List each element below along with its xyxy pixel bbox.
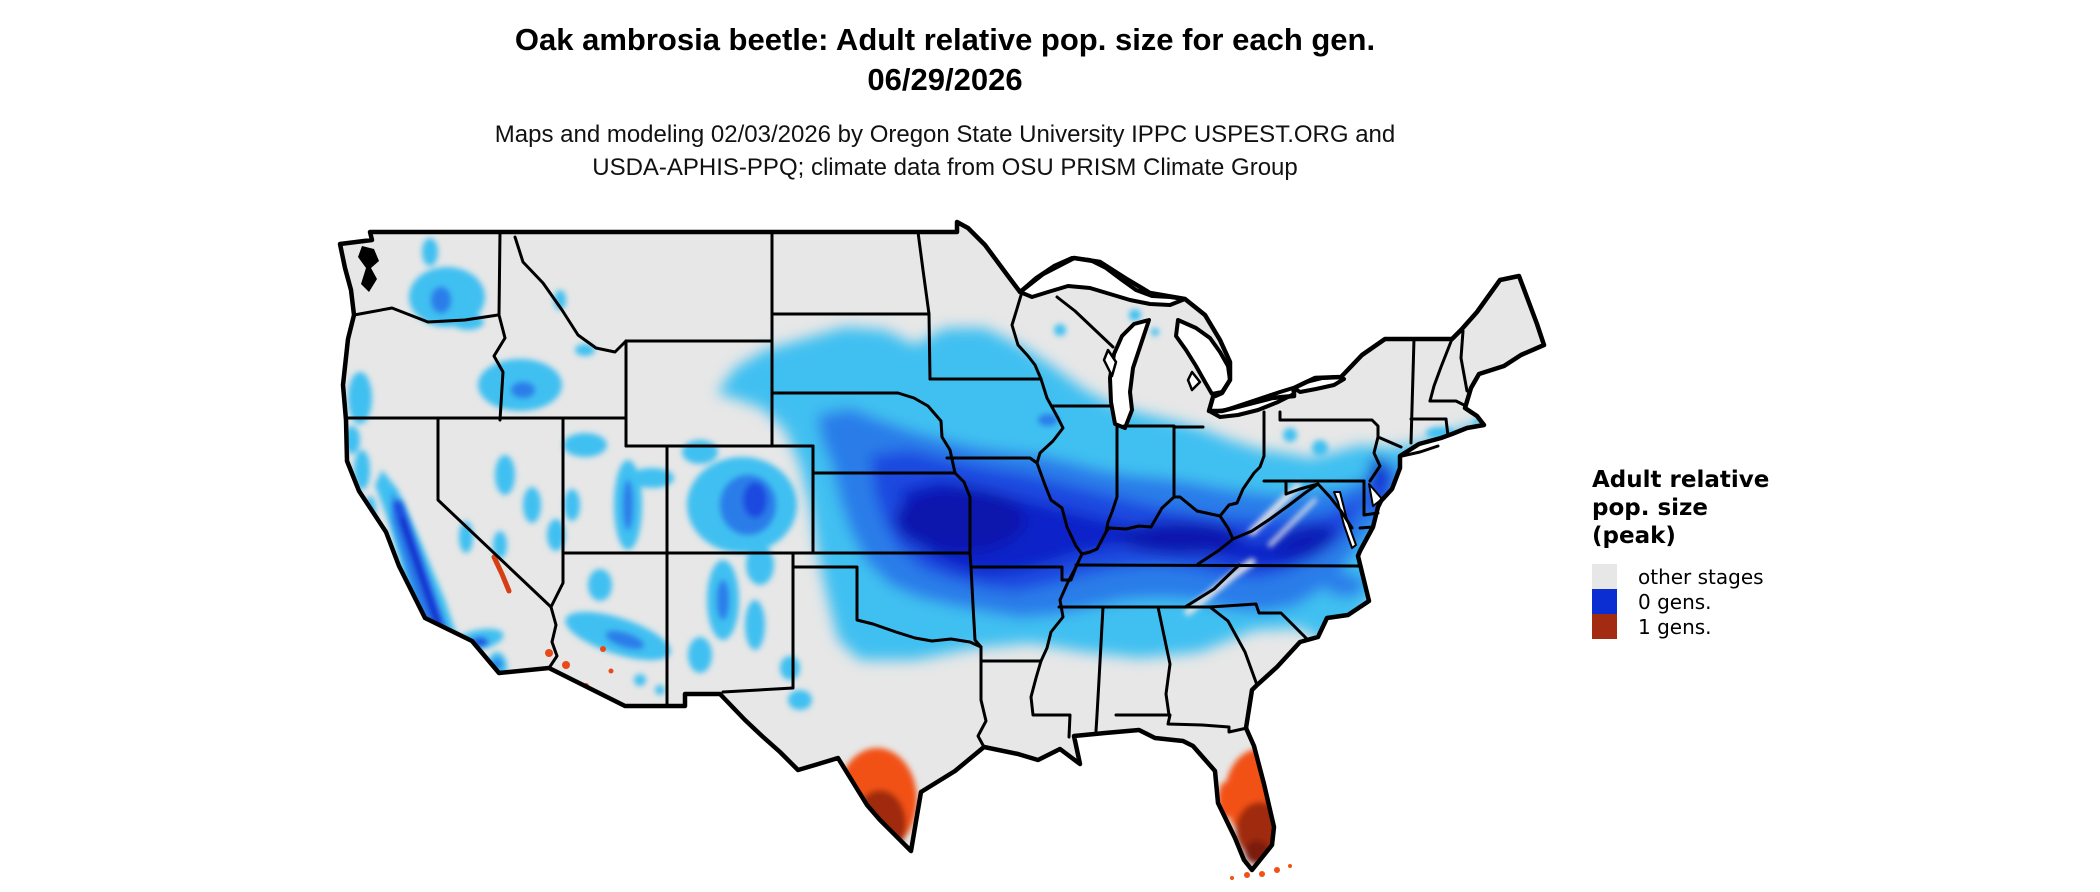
legend-item-other-stages: other stages bbox=[1592, 564, 1852, 589]
legend-title-line-3: (peak) bbox=[1592, 523, 1676, 549]
legend-label-other-stages: other stages bbox=[1638, 564, 1764, 589]
legend-swatch-other-stages bbox=[1592, 564, 1617, 589]
title-line-1: Oak ambrosia beetle: Adult relative pop.… bbox=[514, 22, 1376, 57]
legend-item-0-gens: 0 gens. bbox=[1592, 589, 1852, 614]
page-title: Oak ambrosia beetle: Adult relative pop.… bbox=[0, 20, 1890, 100]
subtitle-line-2: USDA-APHIS-PPQ; climate data from OSU PR… bbox=[592, 154, 1298, 181]
legend-title-line-2: pop. size bbox=[1592, 495, 1709, 521]
legend-item-1-gens: 1 gens. bbox=[1592, 614, 1852, 639]
chesapeake-bay bbox=[1333, 491, 1357, 549]
legend-swatch-1-gens bbox=[1592, 614, 1617, 639]
legend-label-0-gens: 0 gens. bbox=[1638, 589, 1712, 614]
title-line-2: 06/29/2026 bbox=[867, 62, 1023, 97]
saginaw-bay bbox=[1186, 370, 1202, 392]
page-subtitle: Maps and modeling 02/03/2026 by Oregon S… bbox=[0, 118, 1890, 184]
subtitle-line-1: Maps and modeling 02/03/2026 by Oregon S… bbox=[494, 121, 1396, 148]
map-legend: Adult relative pop. size (peak) other st… bbox=[1592, 466, 1852, 639]
legend-title-line-1: Adult relative bbox=[1592, 467, 1770, 493]
puget-sound-detail bbox=[358, 246, 379, 292]
lake-michigan bbox=[1108, 318, 1151, 430]
state-borders bbox=[344, 230, 1469, 749]
legend-label-1-gens: 1 gens. bbox=[1638, 614, 1712, 639]
florida-keys-dots bbox=[1230, 864, 1292, 880]
legend-title: Adult relative pop. size (peak) bbox=[1592, 466, 1852, 550]
green-bay bbox=[1102, 348, 1118, 378]
legend-swatch-0-gens bbox=[1592, 589, 1617, 614]
